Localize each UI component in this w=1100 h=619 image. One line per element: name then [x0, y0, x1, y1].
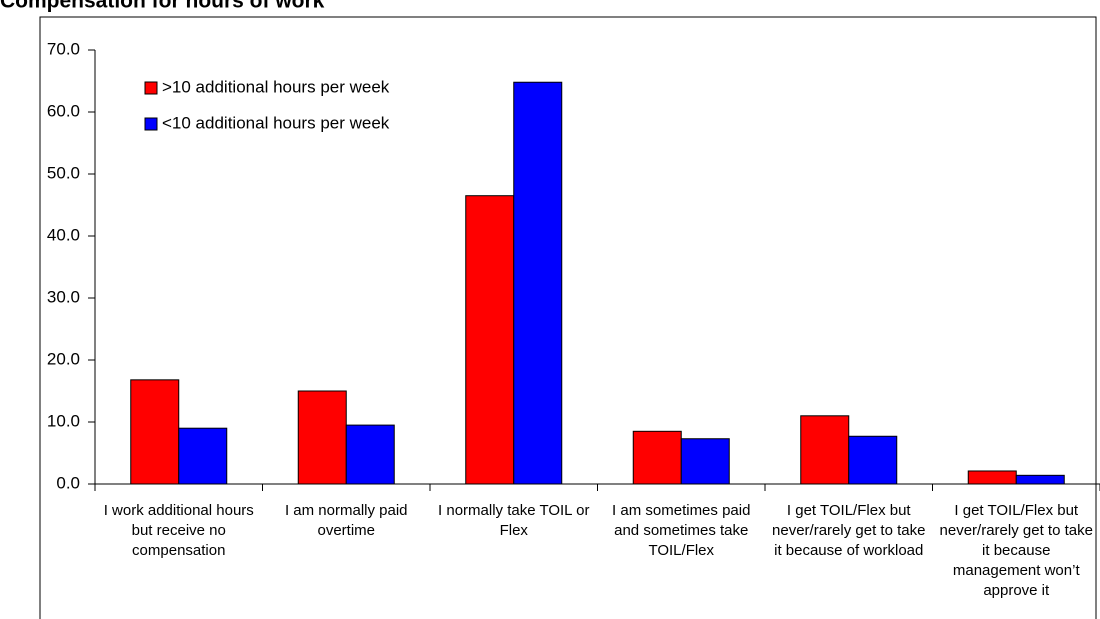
bar: [967, 470, 1017, 485]
y-tick-label: 50.0: [47, 163, 80, 182]
legend-label: >10 additional hours per week: [162, 77, 390, 96]
x-tick-label: I get TOIL/Flex but never/rarely get to …: [939, 502, 1093, 599]
bar: [178, 427, 228, 485]
x-tick-label: I normally take TOIL or Flex: [438, 502, 590, 539]
bar: [632, 430, 682, 485]
y-tick-label: 20.0: [47, 349, 80, 368]
chart-title: Compensation for hours of work: [0, 0, 325, 13]
x-tick-label: I am normally paid overtime: [284, 502, 408, 539]
bar: [345, 424, 395, 485]
bar: [130, 379, 180, 485]
bar: [513, 81, 563, 485]
bar: [848, 435, 898, 485]
bar: [800, 415, 850, 485]
x-tick-label: I am sometimes paid and sometimes take T…: [612, 502, 751, 559]
y-tick-label: 40.0: [47, 225, 80, 244]
y-tick-label: 30.0: [47, 287, 80, 306]
chart-border: [39, 16, 1097, 619]
legend-swatch: [144, 117, 158, 131]
x-tick-label: I get TOIL/Flex but never/rarely get to …: [772, 502, 926, 559]
bar: [465, 195, 515, 485]
y-tick-label: 0.0: [56, 473, 80, 492]
legend-swatch: [144, 81, 158, 95]
bar: [297, 390, 347, 485]
y-tick-label: 60.0: [47, 101, 80, 120]
y-tick-label: 70.0: [47, 39, 80, 58]
legend-label: <10 additional hours per week: [162, 113, 390, 132]
bar: [680, 438, 730, 485]
bar: [1015, 474, 1065, 485]
y-tick-label: 10.0: [47, 411, 80, 430]
x-tick-label: I work additional hours but receive no c…: [103, 502, 254, 559]
